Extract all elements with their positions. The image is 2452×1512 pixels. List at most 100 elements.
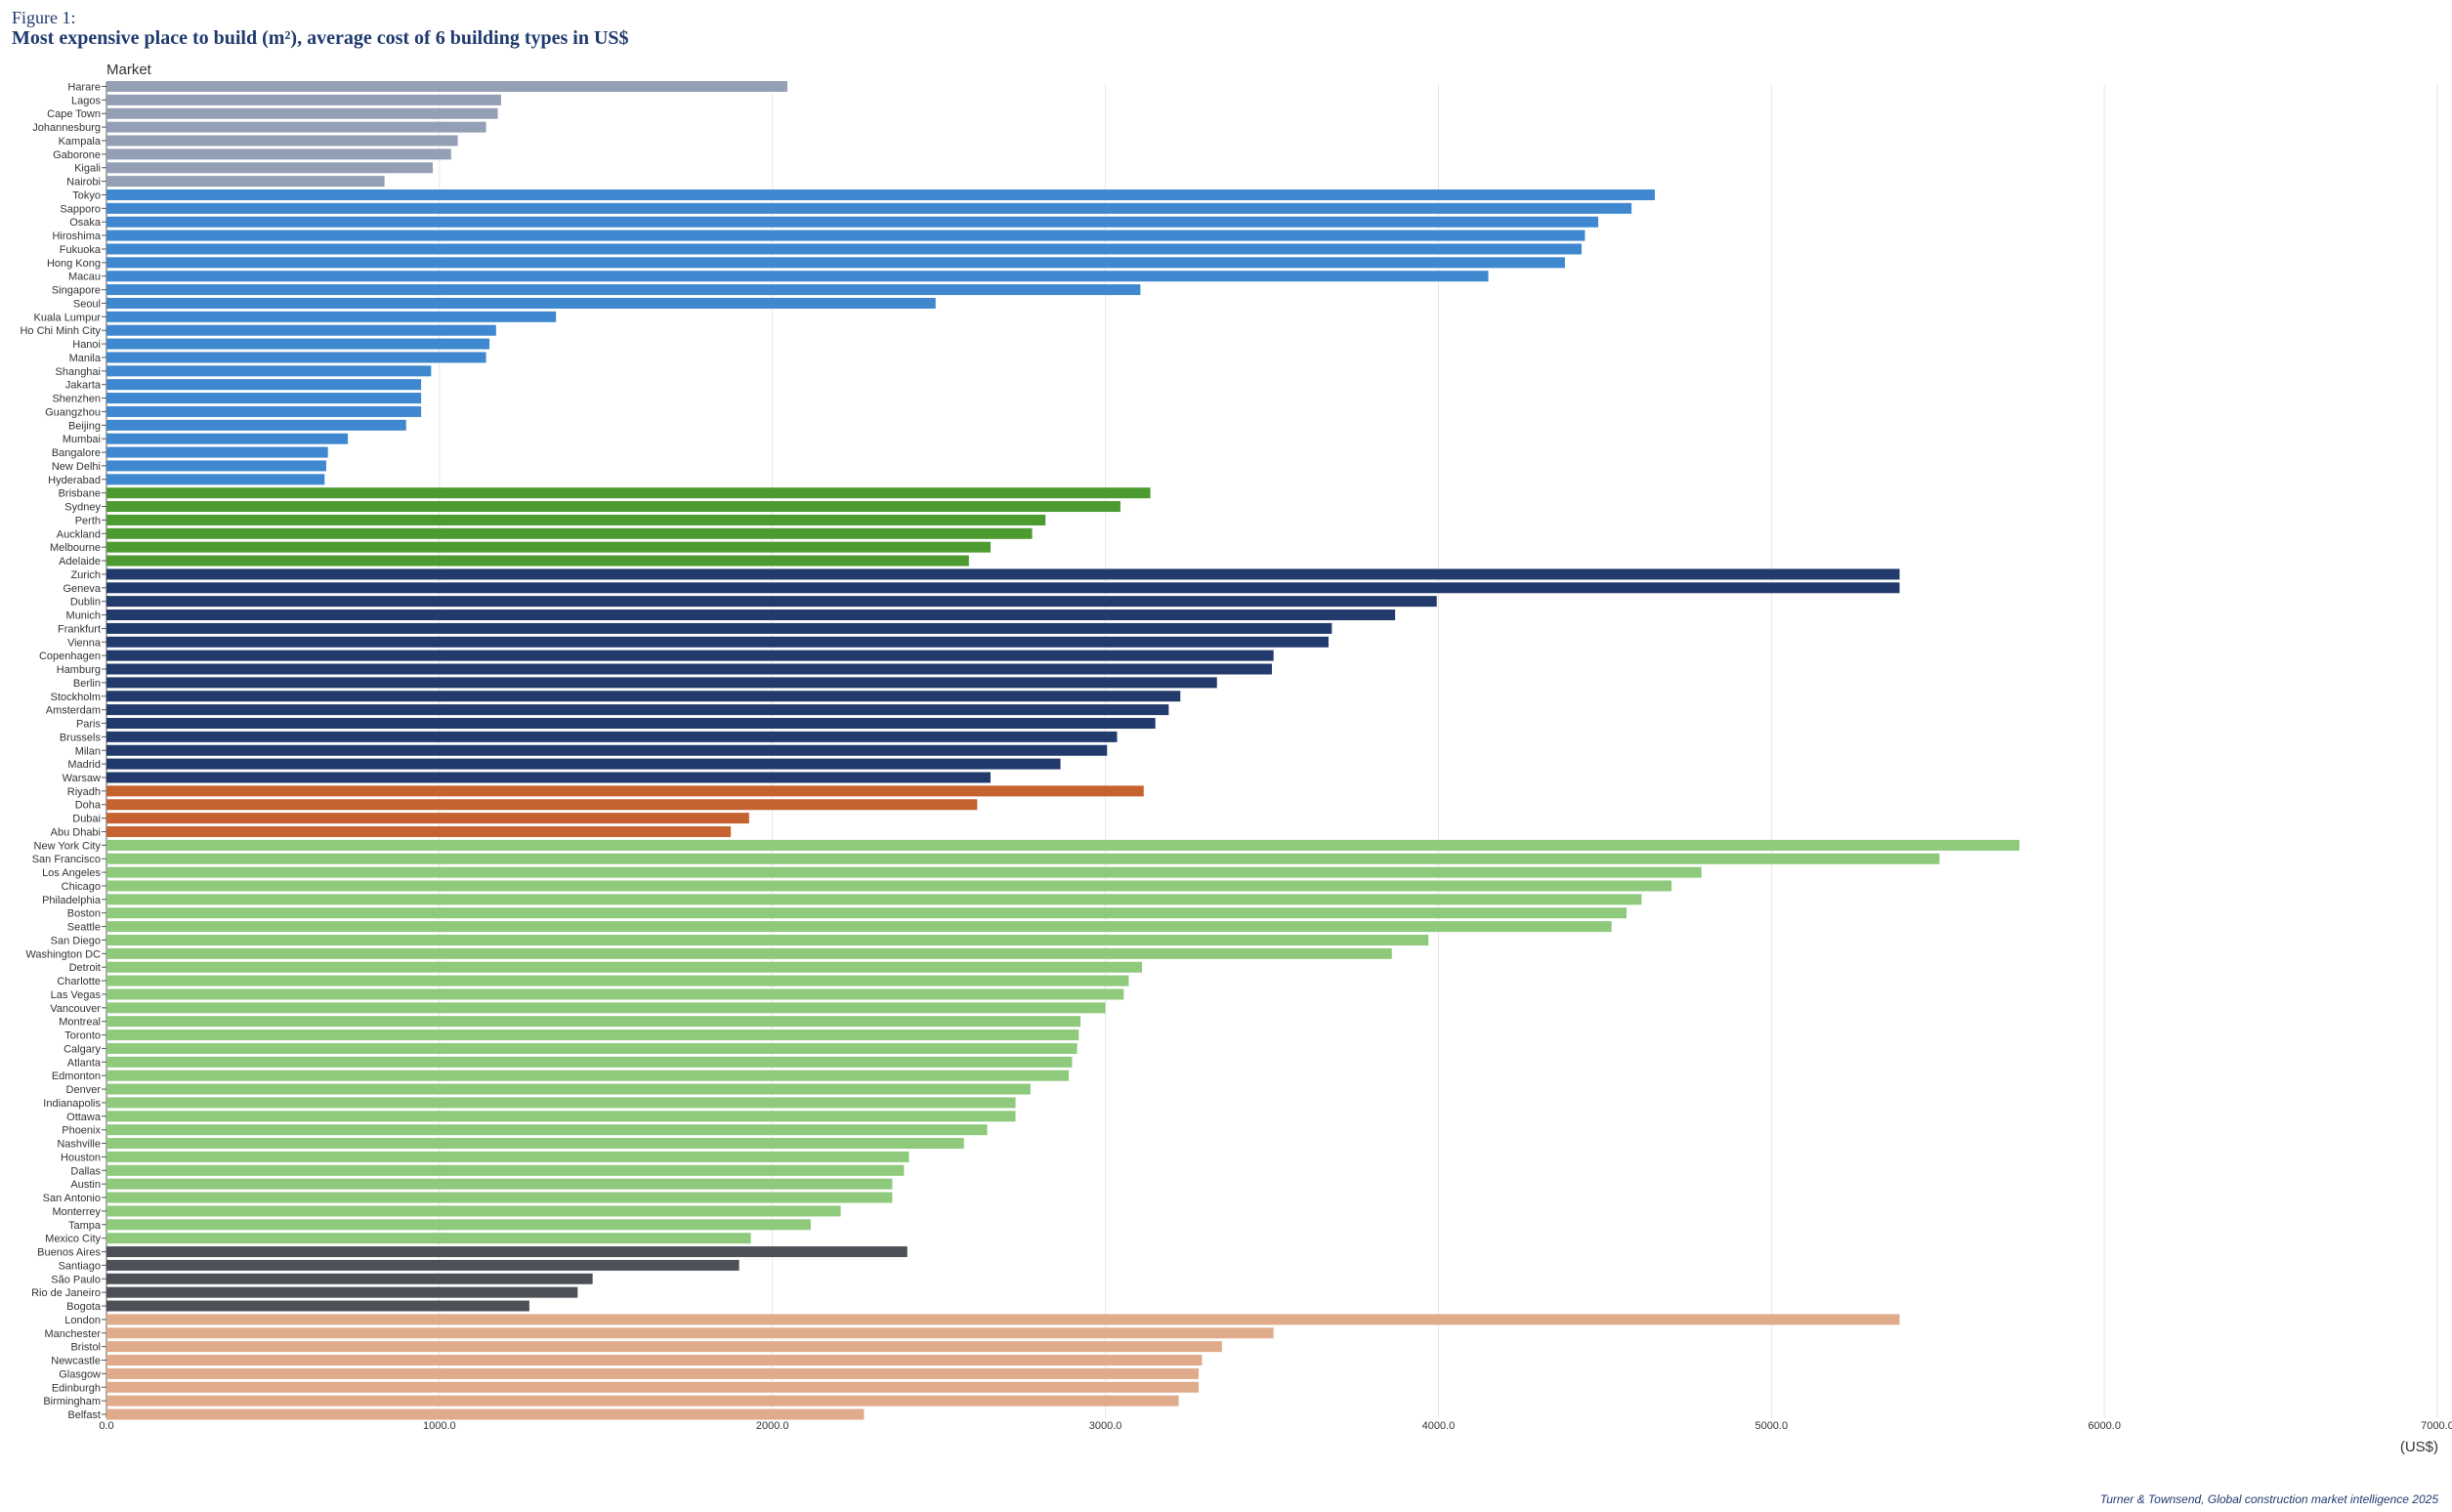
y-tick-label: Copenhagen: [39, 651, 101, 662]
x-tick-label: 4000.0: [1422, 1420, 1456, 1432]
bar: [106, 1138, 964, 1150]
y-tick-label: Fukuoka: [60, 244, 102, 256]
y-tick-label: Cape Town: [47, 108, 101, 120]
bar: [106, 487, 1151, 499]
bar: [106, 176, 385, 188]
y-tick-label: Rio de Janeiro: [31, 1287, 101, 1299]
y-tick-label: Vienna: [67, 637, 102, 649]
y-tick-label: Manchester: [45, 1328, 102, 1340]
bar: [106, 243, 1582, 255]
bar: [106, 474, 325, 485]
y-tick-label: Charlotte: [57, 976, 101, 987]
bar: [106, 1178, 893, 1190]
bar: [106, 338, 489, 350]
bar: [106, 582, 1900, 594]
bar: [106, 393, 422, 404]
bar: [106, 813, 749, 824]
y-tick-label: Hong Kong: [47, 258, 101, 270]
y-tick-label: Kuala Lumpur: [34, 312, 102, 323]
bar: [106, 107, 498, 119]
bar: [106, 514, 1046, 525]
bar: [106, 216, 1599, 228]
y-tick-label: Guangzhou: [45, 406, 101, 418]
y-tick-label: Stockholm: [51, 692, 101, 703]
y-tick-label: Monterrey: [52, 1206, 101, 1218]
y-tick-label: Newcastle: [51, 1356, 101, 1367]
bar: [106, 352, 486, 363]
bar: [106, 1124, 988, 1136]
source-note: Turner & Townsend, Global construction m…: [2099, 1492, 2438, 1506]
bar: [106, 446, 328, 458]
y-tick-label: Singapore: [52, 285, 101, 297]
bar: [106, 609, 1396, 621]
bar: [106, 257, 1565, 269]
y-tick-label: New York City: [34, 840, 102, 852]
y-tick-label: Doha: [75, 800, 102, 812]
bar: [106, 189, 1655, 200]
y-tick-label: Philadelphia: [42, 895, 102, 906]
bar: [106, 527, 1033, 539]
x-tick-label: 3000.0: [1089, 1420, 1122, 1432]
y-tick-label: Paris: [76, 719, 102, 731]
bar: [106, 324, 496, 336]
bar: [106, 1219, 811, 1231]
y-tick-label: Osaka: [69, 217, 102, 229]
y-tick-label: Zurich: [70, 569, 101, 581]
y-tick-label: Brisbane: [59, 488, 101, 500]
bar: [106, 650, 1274, 661]
bar: [106, 162, 434, 174]
y-tick-label: Harare: [67, 82, 101, 94]
bar: [106, 744, 1108, 756]
bar: [106, 1056, 1073, 1068]
y-tick-label: Ottawa: [66, 1112, 102, 1123]
y-tick-label: Madrid: [67, 759, 101, 771]
y-tick-label: Manila: [69, 353, 102, 364]
x-tick-label: 6000.0: [2088, 1420, 2121, 1432]
y-tick-label: Birmingham: [43, 1396, 101, 1407]
bar: [106, 825, 732, 837]
y-tick-label: Dublin: [70, 597, 101, 609]
bar: [106, 121, 486, 133]
bar: [106, 853, 1940, 864]
x-tick-label: 2000.0: [756, 1420, 789, 1432]
y-tick-label: Bangalore: [52, 447, 101, 459]
y-tick-label: Dallas: [70, 1165, 101, 1177]
bar: [106, 947, 1392, 959]
y-tick-label: Montreal: [59, 1017, 101, 1029]
bar: [106, 405, 422, 417]
y-tick-label: Gaborone: [53, 149, 101, 161]
bar: [106, 433, 349, 444]
y-tick-label: Riyadh: [67, 786, 101, 798]
y-tick-label: Munich: [66, 610, 101, 622]
y-tick-label: Denver: [66, 1084, 102, 1096]
bar: [106, 297, 936, 309]
bar: [106, 1151, 909, 1162]
bar: [106, 81, 788, 92]
y-tick-label: Santiago: [59, 1260, 101, 1272]
bar: [106, 1259, 740, 1271]
y-tick-label: Ho Chi Minh City: [20, 325, 101, 337]
y-tick-label: Lagos: [71, 95, 101, 106]
bar: [106, 1233, 751, 1244]
bar: [106, 1381, 1200, 1393]
bar: [106, 419, 406, 431]
y-tick-label: Adelaide: [59, 556, 101, 567]
chart-title: Most expensive place to build (m²), aver…: [12, 27, 629, 49]
bar: [106, 1205, 841, 1217]
bar: [106, 1083, 1031, 1095]
bar: [106, 785, 1144, 797]
y-tick-label: Kigali: [74, 163, 101, 175]
bar: [106, 1355, 1203, 1366]
bar: [106, 907, 1628, 919]
y-tick-label: Macau: [68, 272, 101, 283]
bar: [106, 501, 1120, 513]
bar: [106, 1097, 1016, 1109]
bar: [106, 677, 1217, 689]
y-tick-label: Seattle: [67, 922, 101, 934]
bar: [106, 866, 1702, 878]
y-tick-label: Vancouver: [50, 1003, 101, 1015]
y-tick-label: Berlin: [73, 678, 101, 690]
x-tick-label: 1000.0: [423, 1420, 456, 1432]
bar: [106, 1016, 1081, 1028]
y-tick-label: Beijing: [68, 420, 101, 432]
